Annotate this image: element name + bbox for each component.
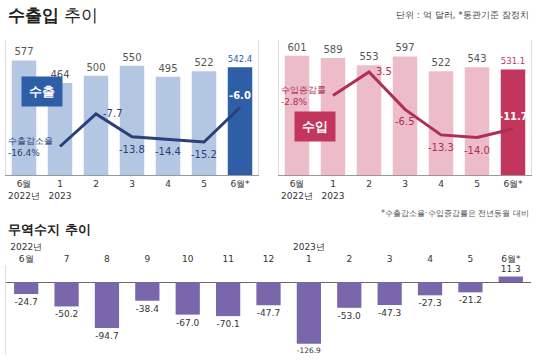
svg-text:3: 3	[387, 254, 393, 264]
svg-text:5: 5	[201, 179, 207, 189]
svg-text:수입증감률-2.8%: 수입증감률-2.8%	[281, 85, 326, 107]
svg-text:-11.7: -11.7	[499, 111, 528, 122]
svg-text:12023: 12023	[49, 179, 72, 201]
svg-text:4: 4	[427, 254, 433, 264]
svg-text:597: 597	[395, 42, 414, 53]
svg-text:550: 550	[122, 52, 141, 63]
svg-text:-6.5: -6.5	[395, 116, 415, 127]
svg-text:-27.3: -27.3	[418, 298, 441, 308]
svg-text:589: 589	[323, 44, 342, 55]
svg-text:11: 11	[222, 254, 233, 264]
svg-text:495: 495	[158, 63, 177, 74]
svg-text:522: 522	[194, 57, 213, 68]
svg-text:531.1: 531.1	[501, 56, 525, 66]
svg-text:2022년6월: 2022년6월	[10, 243, 42, 265]
svg-text:단위 : 억 달러, *통관기준 잠정치: 단위 : 억 달러, *통관기준 잠정치	[396, 10, 529, 20]
svg-text:542.4: 542.4	[228, 54, 252, 64]
svg-text:3: 3	[402, 179, 408, 189]
svg-text:6월*: 6월*	[230, 179, 250, 189]
svg-text:9: 9	[144, 254, 150, 264]
svg-text:6월2022년: 6월2022년	[281, 179, 313, 201]
svg-text:-126.9: -126.9	[297, 346, 321, 355]
svg-text:2: 2	[366, 179, 372, 189]
svg-text:4: 4	[438, 179, 444, 189]
svg-text:-13.3: -13.3	[428, 142, 454, 153]
svg-text:무역수지 추이: 무역수지 추이	[8, 222, 91, 237]
svg-text:12023: 12023	[322, 179, 345, 201]
svg-text:7: 7	[64, 254, 70, 264]
svg-text:-6.0: -6.0	[229, 90, 251, 101]
svg-text:577: 577	[14, 46, 33, 57]
svg-text:-94.7: -94.7	[95, 331, 118, 341]
svg-text:수입: 수입	[302, 119, 328, 134]
svg-text:6월*: 6월*	[501, 254, 521, 264]
svg-text:-7.7: -7.7	[103, 108, 123, 119]
svg-text:2023년1: 2023년1	[293, 243, 325, 265]
svg-text:-24.7: -24.7	[15, 297, 38, 307]
svg-text:*수출감소율·수입증감률은 전년동월 대비: *수출감소율·수입증감률은 전년동월 대비	[381, 209, 529, 218]
svg-text:543: 543	[467, 53, 486, 64]
svg-text:601: 601	[287, 42, 306, 53]
svg-text:-50.2: -50.2	[55, 309, 78, 319]
svg-text:8: 8	[104, 254, 110, 264]
svg-text:-14.0: -14.0	[464, 145, 490, 156]
svg-text:-53.0: -53.0	[337, 311, 361, 321]
svg-text:수출: 수출	[29, 84, 55, 99]
svg-text:522: 522	[431, 57, 450, 68]
svg-text:-21.2: -21.2	[459, 295, 482, 305]
svg-text:-13.8: -13.8	[119, 144, 145, 155]
svg-text:3.5: 3.5	[376, 66, 392, 77]
svg-text:6월2022년: 6월2022년	[8, 179, 40, 201]
svg-text:5: 5	[474, 179, 480, 189]
svg-text:-67.0: -67.0	[176, 318, 200, 328]
svg-text:11.3: 11.3	[501, 264, 521, 274]
svg-text:-38.4: -38.4	[136, 304, 160, 314]
svg-text:3: 3	[129, 179, 135, 189]
svg-text:6월*: 6월*	[503, 179, 523, 189]
svg-text:10: 10	[182, 254, 194, 264]
svg-text:수출감소율-16.4%: 수출감소율-16.4%	[8, 136, 53, 158]
svg-text:5: 5	[468, 254, 474, 264]
svg-text:4: 4	[165, 179, 171, 189]
svg-text:2: 2	[93, 179, 99, 189]
svg-text:-14.4: -14.4	[155, 146, 181, 157]
svg-text:-47.7: -47.7	[257, 308, 280, 318]
svg-text:-70.1: -70.1	[216, 319, 239, 329]
svg-text:2: 2	[346, 254, 352, 264]
svg-text:500: 500	[86, 62, 105, 73]
svg-text:-15.2: -15.2	[191, 149, 217, 160]
svg-text:수출입 추이: 수출입 추이	[8, 5, 98, 25]
svg-text:-47.3: -47.3	[378, 308, 401, 318]
svg-text:464: 464	[50, 69, 69, 80]
svg-text:553: 553	[359, 51, 378, 62]
svg-text:12: 12	[263, 254, 274, 264]
